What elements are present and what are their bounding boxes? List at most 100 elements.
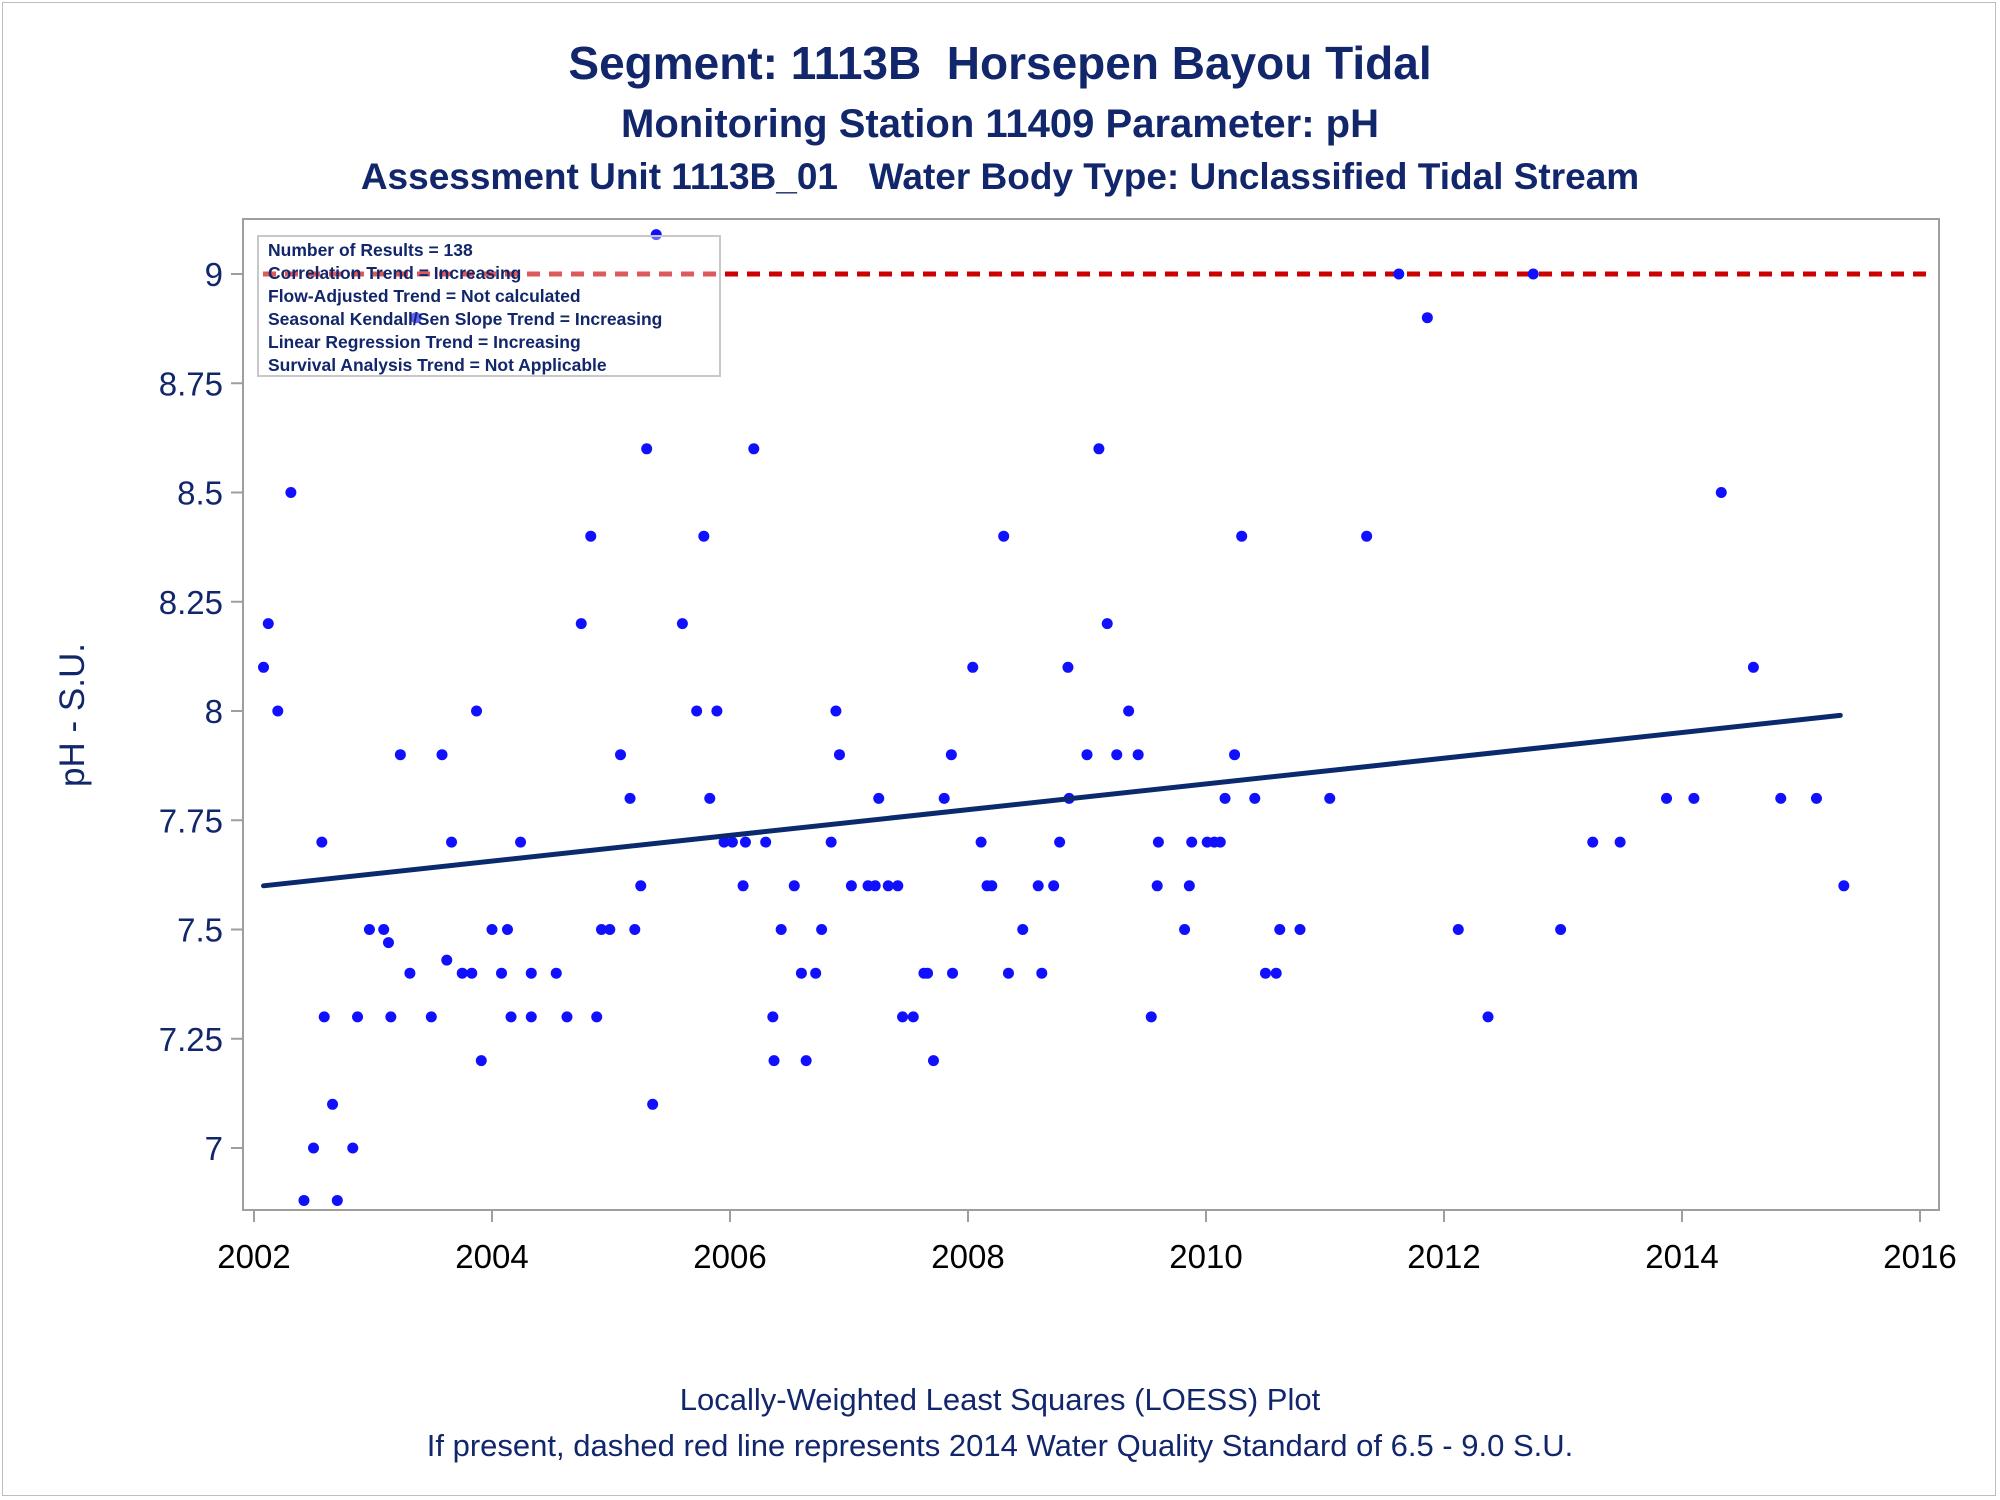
data-point bbox=[1236, 530, 1248, 542]
data-point bbox=[496, 967, 508, 979]
data-point bbox=[378, 924, 390, 935]
data-point bbox=[1421, 312, 1433, 324]
data-point bbox=[1111, 749, 1123, 761]
data-point bbox=[410, 312, 422, 324]
data-point bbox=[718, 836, 730, 848]
data-point bbox=[1229, 749, 1241, 761]
data-point bbox=[1054, 836, 1066, 848]
data-point bbox=[1048, 880, 1060, 892]
data-point bbox=[316, 836, 328, 848]
data-point bbox=[425, 1011, 437, 1023]
y-tick-label: 8.5 bbox=[177, 475, 223, 512]
data-point bbox=[1151, 880, 1163, 892]
data-point bbox=[938, 792, 950, 804]
data-point bbox=[833, 749, 845, 761]
data-point bbox=[775, 924, 787, 935]
data-point bbox=[1614, 836, 1626, 848]
data-point bbox=[1017, 924, 1029, 935]
data-point bbox=[927, 1055, 939, 1067]
data-point bbox=[1183, 880, 1195, 892]
data-point bbox=[998, 530, 1010, 542]
data-point bbox=[331, 1194, 343, 1206]
data-point bbox=[1002, 967, 1014, 979]
data-point bbox=[892, 880, 904, 892]
data-point bbox=[825, 836, 837, 848]
data-point bbox=[873, 792, 885, 804]
data-point bbox=[1036, 967, 1048, 979]
data-point bbox=[347, 1142, 359, 1154]
data-point bbox=[525, 1011, 537, 1023]
data-point bbox=[585, 530, 597, 542]
data-point bbox=[298, 1194, 310, 1206]
data-point bbox=[1081, 749, 1093, 761]
data-point bbox=[711, 705, 723, 717]
annotation-results: Number of Results = 138 bbox=[268, 240, 473, 260]
annotation-seasonal-kendall: Seasonal Kendall/Sen Slope Trend = Incre… bbox=[268, 309, 662, 329]
data-point bbox=[1219, 792, 1231, 804]
data-point bbox=[1688, 792, 1700, 804]
data-point bbox=[967, 661, 979, 673]
data-point bbox=[327, 1098, 339, 1110]
data-point bbox=[1715, 487, 1727, 498]
x-tick-label: 2014 bbox=[1645, 1238, 1718, 1275]
data-point bbox=[1587, 836, 1599, 848]
y-axis-label: pH - S.U. bbox=[53, 643, 92, 787]
annotation-correlation: Correlation Trend = Increasing bbox=[268, 263, 521, 283]
data-point bbox=[676, 618, 688, 630]
data-point bbox=[436, 749, 448, 761]
data-point bbox=[352, 1011, 364, 1023]
chart-subtitle-station: Monitoring Station 11409 Parameter: pH bbox=[621, 102, 1379, 146]
data-point bbox=[394, 749, 406, 761]
data-point bbox=[1747, 661, 1759, 673]
x-tick-label: 2002 bbox=[217, 1238, 290, 1275]
data-point bbox=[385, 1011, 397, 1023]
axis-ticks: 7 7.25 7.5 7.75 8 8.25 8.5 8.75 9 2002 2004 2006 200… bbox=[159, 256, 1957, 1275]
data-point bbox=[505, 1011, 517, 1023]
data-point bbox=[816, 924, 828, 935]
chart-title: Segment: 1113B Horsepen Bayou Tidal bbox=[568, 37, 1432, 89]
data-point bbox=[475, 1055, 487, 1067]
data-point bbox=[1101, 618, 1113, 630]
x-tick-label: 2012 bbox=[1407, 1238, 1480, 1275]
data-point bbox=[1186, 836, 1198, 848]
data-point bbox=[471, 705, 483, 717]
data-point bbox=[1661, 792, 1673, 804]
data-point bbox=[629, 924, 641, 935]
annotation-survival-analysis: Survival Analysis Trend = Not Applicable bbox=[268, 355, 607, 375]
data-point bbox=[404, 967, 416, 979]
data-point bbox=[907, 1011, 919, 1023]
data-point bbox=[810, 967, 822, 979]
data-point bbox=[650, 229, 662, 241]
data-point bbox=[947, 967, 959, 979]
data-point bbox=[1393, 268, 1405, 280]
data-point bbox=[466, 967, 478, 979]
data-point bbox=[575, 618, 587, 630]
data-point bbox=[1123, 705, 1135, 717]
data-point bbox=[363, 924, 375, 935]
x-tick-label: 2016 bbox=[1883, 1238, 1956, 1275]
data-point bbox=[845, 880, 857, 892]
data-point bbox=[760, 836, 772, 848]
data-point bbox=[382, 937, 394, 949]
data-point bbox=[456, 967, 468, 979]
data-point bbox=[285, 487, 297, 498]
data-point bbox=[1179, 924, 1191, 935]
data-point bbox=[441, 954, 453, 966]
data-point bbox=[1294, 924, 1306, 935]
data-points bbox=[258, 229, 1850, 1206]
data-point bbox=[550, 967, 562, 979]
plot-area bbox=[242, 218, 1940, 1211]
data-point bbox=[739, 836, 751, 848]
data-point bbox=[1249, 792, 1261, 804]
data-point bbox=[641, 443, 653, 455]
data-point bbox=[1482, 1011, 1494, 1023]
data-point bbox=[635, 880, 647, 892]
data-point bbox=[945, 749, 957, 761]
data-point bbox=[515, 836, 527, 848]
data-point bbox=[737, 880, 749, 892]
x-tick-label: 2004 bbox=[455, 1238, 528, 1275]
data-point bbox=[748, 443, 760, 455]
y-tick-label: 9 bbox=[205, 256, 223, 293]
data-point bbox=[486, 924, 498, 935]
